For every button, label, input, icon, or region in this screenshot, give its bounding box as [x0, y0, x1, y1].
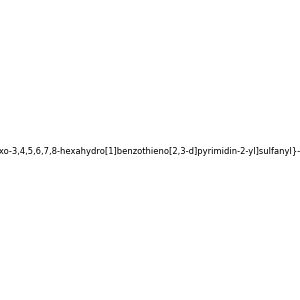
Text: 2-{[3-(4-ethoxyphenyl)-4-oxo-3,4,5,6,7,8-hexahydro[1]benzothieno[2,3-d]pyrimidin: 2-{[3-(4-ethoxyphenyl)-4-oxo-3,4,5,6,7,8…	[0, 147, 300, 156]
